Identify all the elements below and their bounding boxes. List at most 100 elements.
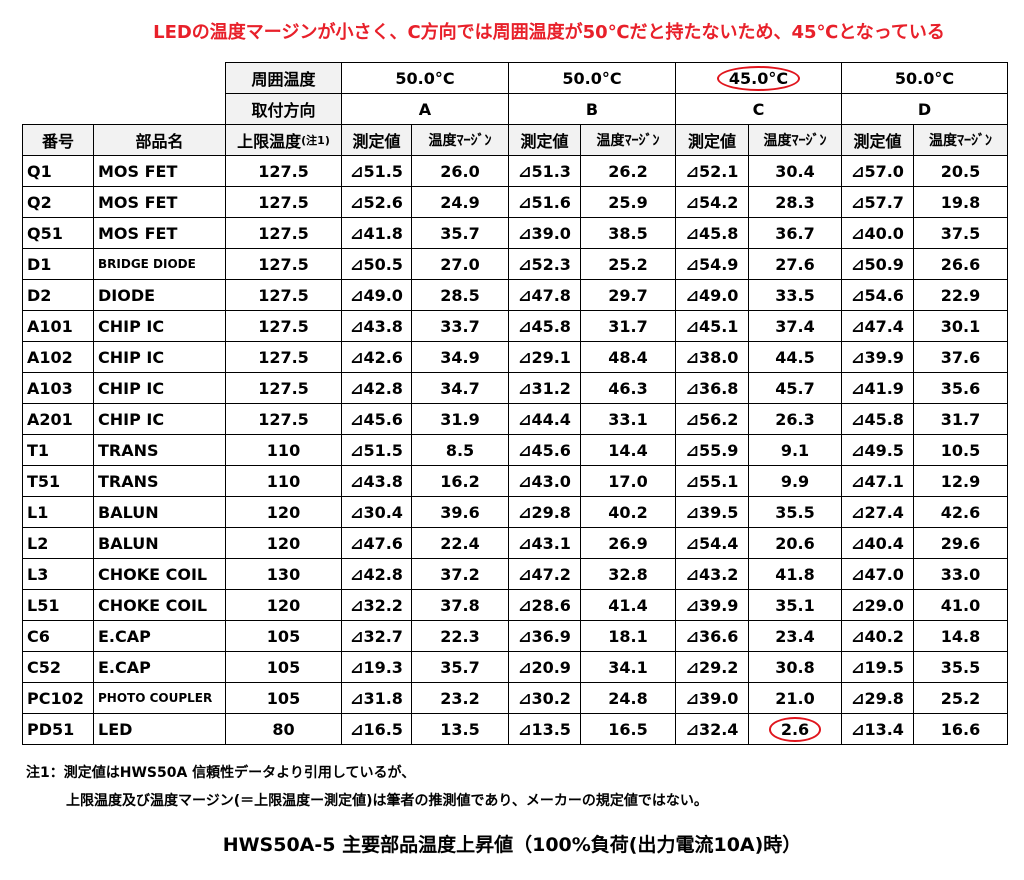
table-cell: ⊿47.1 [841,465,914,497]
table-cell: ⊿30.2 [508,682,581,714]
table-cell: E.CAP [93,620,226,652]
cell-text: 14.8 [940,626,981,646]
cell-text: ⊿40.0 [851,223,904,243]
table-cell: 25.2 [580,248,676,280]
cell-text: 24.8 [608,688,648,708]
table-cell: 30.4 [748,155,842,187]
cell-text: 18.1 [608,626,648,646]
column-header: 番号 [22,124,94,156]
cell-text: 35.5 [940,657,981,677]
cell-text: Q1 [27,161,52,181]
table-cell: 42.6 [913,496,1008,528]
table-cell: 110 [225,434,342,466]
cell-text: L2 [27,533,49,553]
table-cell: CHOKE COIL [93,558,226,590]
cell-text: ⊿39.0 [685,688,739,708]
cell-text: 26.0 [440,161,480,181]
table-cell: ⊿43.2 [675,558,749,590]
table-cell: 20.6 [748,527,842,559]
cell-text: L51 [27,595,60,615]
cell-text: PHOTO COUPLER [98,691,213,705]
cell-text: ⊿39.9 [851,347,904,367]
table-cell: 80 [225,713,342,745]
ambient-value: 50.0°C [395,68,455,88]
cell-text: ⊿49.0 [685,285,739,305]
table-cell: LED [93,713,226,745]
table-cell: TRANS [93,434,226,466]
table-cell: 44.5 [748,341,842,373]
table-cell: 120 [225,496,342,528]
cell-text: 120 [266,533,301,553]
cell-text: 38.5 [608,223,648,243]
table-cell: 14.8 [913,620,1008,652]
table-cell: 20.5 [913,155,1008,187]
table-cell: 127.5 [225,248,342,280]
column-header: 測定値 [841,124,914,156]
table-cell: 41.4 [580,589,676,621]
cell-text: ⊿13.5 [518,719,571,739]
table-cell: A101 [22,310,94,342]
table-cell: BALUN [93,496,226,528]
cell-text: 127.5 [258,192,309,212]
cell-text: ⊿56.2 [685,409,739,429]
cell-text: 40.2 [608,502,648,522]
table-cell: 41.8 [748,558,842,590]
table-cell: ⊿41.9 [841,372,914,404]
cell-text: ⊿55.9 [685,440,739,460]
cell-text: ⊿57.0 [851,161,904,181]
header-text: 測定値 [853,132,902,151]
cell-text: ⊿50.9 [851,254,904,274]
cell-text: 28.3 [775,192,815,212]
table-cell: ⊿19.5 [841,651,914,683]
table-cell: ⊿54.2 [675,186,749,218]
cell-text: ⊿36.9 [518,626,571,646]
cell-text: ⊿20.9 [518,657,571,677]
header-text: 測定値 [352,132,401,151]
header-text: 温度ﾏｰｼﾞﾝ [929,133,992,149]
cell-text: ⊿47.2 [518,564,571,584]
cell-text: 44.5 [775,347,815,367]
cell-text: 28.5 [440,285,480,305]
table-cell: 35.5 [913,651,1008,683]
direction-cell: A [341,93,509,125]
column-header: 測定値 [508,124,581,156]
cell-text: 127.5 [258,223,309,243]
table-cell: 16.2 [411,465,509,497]
cell-text: ⊿55.1 [685,471,739,491]
table-cell: 14.4 [580,434,676,466]
cell-text: ⊿52.6 [350,192,403,212]
header-text: 測定値 [520,132,569,151]
table-cell: 41.0 [913,589,1008,621]
table-cell: 36.7 [748,217,842,249]
cell-text: ⊿42.6 [350,347,403,367]
table-cell: 2.6 [748,713,842,745]
table-cell: ⊿55.9 [675,434,749,466]
cell-text: 23.4 [775,626,815,646]
table-cell: Q1 [22,155,94,187]
cell-text: 127.5 [258,285,309,305]
table-cell: ⊿39.0 [508,217,581,249]
cell-text: ⊿43.1 [518,533,571,553]
direction-label: 取付方向 [225,93,342,125]
table-cell: 46.3 [580,372,676,404]
table-cell: ⊿38.0 [675,341,749,373]
cell-text: ⊿47.0 [851,564,904,584]
table-cell: ⊿49.0 [341,279,412,311]
cell-text: T1 [27,440,50,460]
table-cell: 38.5 [580,217,676,249]
table-cell: PD51 [22,713,94,745]
header-text: 部品名 [135,132,184,151]
cell-text: ⊿39.5 [685,502,739,522]
cell-text: 46.3 [608,378,648,398]
table-cell: ⊿40.0 [841,217,914,249]
cell-text: 26.6 [940,254,981,274]
table-cell: CHIP IC [93,403,226,435]
table-cell: 26.9 [580,527,676,559]
cell-text: ⊿42.8 [350,378,403,398]
table-cell: BRIDGE DIODE [93,248,226,280]
cell-text: 13.5 [440,719,480,739]
cell-text: 2.6 [768,716,822,742]
column-header: 温度ﾏｰｼﾞﾝ [411,124,509,156]
cell-text: 20.6 [775,533,815,553]
table-cell: ⊿29.0 [841,589,914,621]
